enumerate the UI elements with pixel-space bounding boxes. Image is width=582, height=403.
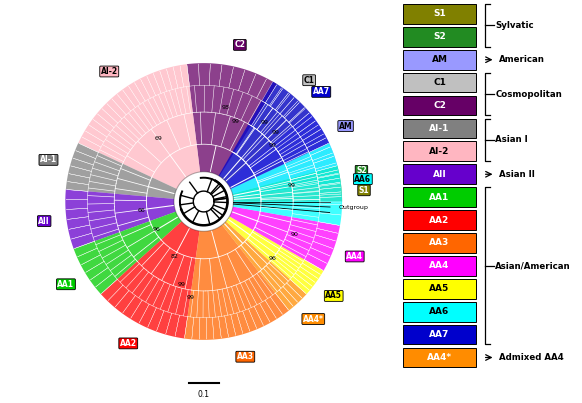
Polygon shape: [65, 189, 176, 249]
Polygon shape: [229, 207, 340, 271]
Text: AA2: AA2: [120, 339, 137, 348]
Text: 99: 99: [232, 119, 240, 124]
Text: AI-1: AI-1: [430, 124, 450, 133]
Text: AA7: AA7: [430, 330, 450, 339]
FancyBboxPatch shape: [403, 302, 475, 322]
Text: C2: C2: [433, 101, 446, 110]
Text: C2: C2: [235, 40, 245, 50]
Text: Admixed AA4: Admixed AA4: [499, 353, 564, 362]
Text: 96: 96: [268, 256, 276, 262]
Text: 99: 99: [271, 130, 279, 135]
Text: Asian/American: Asian/American: [495, 262, 571, 270]
FancyBboxPatch shape: [403, 141, 475, 161]
FancyBboxPatch shape: [403, 164, 475, 184]
Text: AA6: AA6: [354, 174, 371, 184]
Text: AI-2: AI-2: [430, 147, 450, 156]
Polygon shape: [230, 143, 342, 226]
Polygon shape: [187, 63, 277, 176]
FancyBboxPatch shape: [403, 4, 475, 24]
Text: 98: 98: [222, 105, 229, 110]
Text: 99: 99: [178, 283, 185, 287]
Text: 99: 99: [288, 183, 296, 189]
Polygon shape: [222, 221, 307, 311]
Text: Asian II: Asian II: [499, 170, 535, 179]
Text: AA3: AA3: [237, 352, 254, 361]
FancyBboxPatch shape: [403, 187, 475, 207]
FancyBboxPatch shape: [403, 233, 475, 253]
Polygon shape: [219, 82, 329, 189]
Polygon shape: [226, 216, 324, 294]
Text: AA5: AA5: [325, 291, 342, 301]
Text: Sylvatic: Sylvatic: [495, 21, 534, 30]
Text: 99: 99: [269, 143, 277, 148]
FancyBboxPatch shape: [403, 118, 475, 138]
Text: 69: 69: [154, 136, 162, 141]
Polygon shape: [232, 166, 340, 197]
Text: AA1: AA1: [430, 193, 449, 202]
Text: 82: 82: [171, 254, 178, 259]
Text: AA3: AA3: [430, 239, 449, 247]
FancyBboxPatch shape: [403, 325, 475, 345]
Text: AA4: AA4: [346, 252, 363, 261]
FancyBboxPatch shape: [403, 279, 475, 299]
Text: Outgroup: Outgroup: [339, 205, 369, 210]
Text: 0.1: 0.1: [198, 391, 210, 399]
Text: S2: S2: [356, 166, 367, 175]
Text: AA1: AA1: [58, 280, 74, 289]
FancyBboxPatch shape: [403, 27, 475, 47]
Text: AI-2: AI-2: [101, 67, 118, 76]
Polygon shape: [226, 112, 338, 194]
Text: 90: 90: [290, 232, 299, 237]
Polygon shape: [193, 191, 214, 212]
FancyBboxPatch shape: [403, 210, 475, 230]
Text: Asian I: Asian I: [495, 135, 528, 144]
FancyBboxPatch shape: [403, 348, 475, 368]
Text: AA7: AA7: [313, 87, 330, 96]
FancyBboxPatch shape: [403, 50, 475, 70]
Text: AM: AM: [431, 55, 448, 64]
FancyBboxPatch shape: [403, 256, 475, 276]
Polygon shape: [184, 225, 289, 340]
Text: AA4*: AA4*: [427, 353, 452, 362]
Text: Cosmopolitan: Cosmopolitan: [495, 89, 562, 99]
Polygon shape: [101, 221, 200, 339]
Text: 99: 99: [261, 120, 269, 125]
Polygon shape: [74, 212, 182, 294]
Text: 96: 96: [152, 227, 161, 233]
Text: C1: C1: [304, 76, 314, 85]
Text: AA2: AA2: [430, 216, 449, 224]
Polygon shape: [233, 182, 342, 202]
Text: 99: 99: [186, 295, 194, 300]
Text: AA5: AA5: [430, 284, 449, 293]
Text: AA4*: AA4*: [303, 314, 324, 324]
Text: S1: S1: [433, 9, 446, 19]
Text: 66: 66: [138, 208, 146, 213]
Text: AA6: AA6: [430, 307, 449, 316]
Text: S1: S1: [359, 186, 370, 195]
Text: AII: AII: [432, 170, 446, 179]
Text: C1: C1: [433, 78, 446, 87]
Text: S2: S2: [433, 32, 446, 42]
Polygon shape: [219, 84, 310, 183]
FancyBboxPatch shape: [403, 73, 475, 93]
Text: AI-1: AI-1: [40, 156, 57, 164]
FancyBboxPatch shape: [403, 96, 475, 115]
Text: AII: AII: [38, 216, 50, 226]
Text: American: American: [499, 55, 545, 64]
Polygon shape: [79, 64, 200, 189]
Text: AA4: AA4: [430, 262, 450, 270]
Text: AM: AM: [339, 122, 353, 131]
Polygon shape: [66, 143, 177, 199]
